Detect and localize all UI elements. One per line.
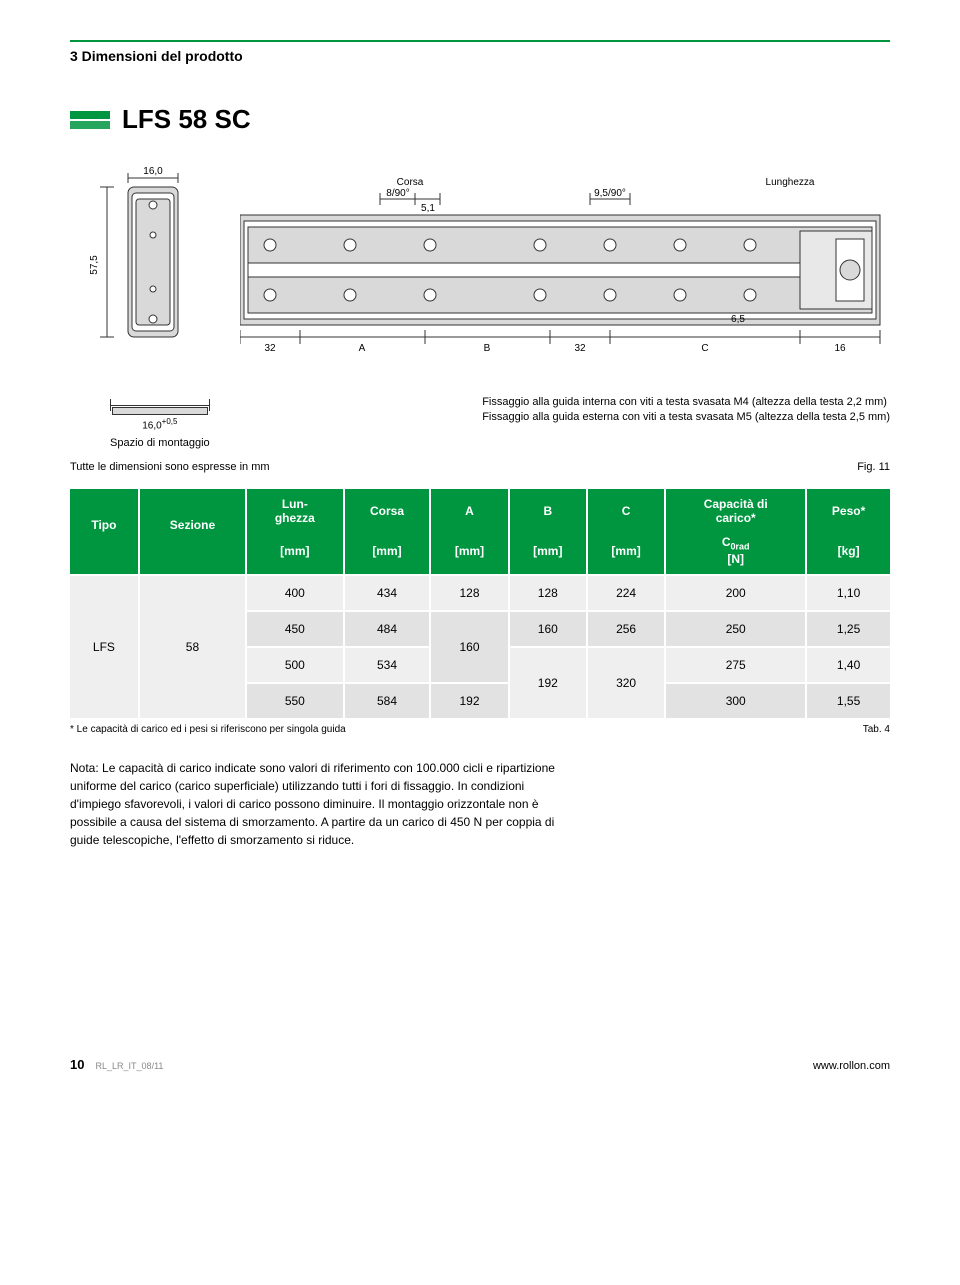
table-footnote: * Le capacità di carico ed i pesi si rif… <box>70 724 346 735</box>
footer-url: www.rollon.com <box>813 1060 890 1072</box>
th-b: B <box>509 489 587 533</box>
cell-cap: 275 <box>665 647 806 683</box>
cell-cap: 300 <box>665 683 806 718</box>
product-title: LFS 58 SC <box>122 104 251 135</box>
table-row: LFS 58 400 434 128 128 224 200 1,10 <box>70 575 890 611</box>
page-footer: 10 RL_LR_IT_08/11 www.rollon.com <box>70 1049 890 1072</box>
dimensions-note-row: Tutte le dimensioni sono espresse in mm … <box>70 461 890 473</box>
side-view-drawing: Corsa Lunghezza 8/90° 5,1 9,5/90° <box>240 165 890 365</box>
svg-text:32: 32 <box>574 343 586 354</box>
cell-sezione: 58 <box>139 575 246 718</box>
figure-number: Fig. 11 <box>857 461 890 473</box>
svg-text:16,0: 16,0 <box>143 166 163 177</box>
th-corsa: Corsa <box>344 489 431 533</box>
unit-b: [mm] <box>509 533 587 574</box>
cell-peso: 1,10 <box>806 575 890 611</box>
svg-text:A: A <box>359 343 366 354</box>
unit-c: [mm] <box>587 533 665 574</box>
cell-peso: 1,55 <box>806 683 890 718</box>
cell-cap: 200 <box>665 575 806 611</box>
cell-corsa: 484 <box>344 611 431 647</box>
note-paragraph: Nota: Le capacità di carico indicate son… <box>70 759 570 849</box>
section-header: 3 Dimensioni del prodotto <box>70 48 890 64</box>
svg-text:5,1: 5,1 <box>421 203 435 214</box>
svg-text:16: 16 <box>834 343 846 354</box>
cell-peso: 1,25 <box>806 611 890 647</box>
fixation-line-1: Fissaggio alla guida interna con viti a … <box>482 395 890 410</box>
th-sezione: Sezione <box>139 489 246 574</box>
th-a: A <box>430 489 508 533</box>
title-accent-bars <box>70 110 110 130</box>
document-id: RL_LR_IT_08/11 <box>96 1061 164 1071</box>
cell-tipo: LFS <box>70 575 139 718</box>
fixation-line-2: Fissaggio alla guida esterna con viti a … <box>482 410 890 425</box>
cell-cap: 250 <box>665 611 806 647</box>
product-title-row: LFS 58 SC <box>70 104 890 135</box>
table-number: Tab. 4 <box>863 724 890 735</box>
technical-drawing: 16,0 57,5 Corsa Lunghezza <box>70 165 890 375</box>
cell-lun: 400 <box>246 575 344 611</box>
unit-a: [mm] <box>430 533 508 574</box>
svg-text:Corsa: Corsa <box>397 177 424 188</box>
cell-lun: 450 <box>246 611 344 647</box>
cell-lun: 500 <box>246 647 344 683</box>
cross-section-drawing: 16,0 57,5 <box>70 165 220 365</box>
cell-c: 256 <box>587 611 665 647</box>
th-capacita: Capacità di carico* <box>665 489 806 533</box>
cell-c: 320 <box>587 647 665 718</box>
table-footnote-row: * Le capacità di carico ed i pesi si rif… <box>70 724 890 735</box>
mounting-space-label: Spazio di montaggio <box>110 437 210 449</box>
svg-text:8/90°: 8/90° <box>386 188 409 199</box>
fixation-notes: Fissaggio alla guida interna con viti a … <box>482 395 890 426</box>
cell-a: 128 <box>430 575 508 611</box>
svg-text:Lunghezza: Lunghezza <box>766 177 815 188</box>
th-lunghezza: Lun- ghezza <box>246 489 344 533</box>
top-rule <box>70 40 890 42</box>
dimensions-note: Tutte le dimensioni sono espresse in mm <box>70 461 270 473</box>
cell-b: 128 <box>509 575 587 611</box>
cell-lun: 550 <box>246 683 344 718</box>
cell-peso: 1,40 <box>806 647 890 683</box>
svg-text:6,5: 6,5 <box>731 314 745 325</box>
cell-corsa: 584 <box>344 683 431 718</box>
cell-corsa: 434 <box>344 575 431 611</box>
page-number: 10 <box>70 1057 84 1072</box>
mounting-space-box: 16,0+0,5 Spazio di montaggio <box>110 395 210 449</box>
mounting-width-value: 16,0+0,5 <box>110 417 210 431</box>
cell-b: 160 <box>509 611 587 647</box>
svg-text:57,5: 57,5 <box>89 255 100 275</box>
unit-peso: [kg] <box>806 533 890 574</box>
unit-corsa: [mm] <box>344 533 431 574</box>
th-tipo: Tipo <box>70 489 139 574</box>
svg-text:9,5/90°: 9,5/90° <box>594 188 626 199</box>
svg-text:32: 32 <box>264 343 276 354</box>
cell-a: 192 <box>430 683 508 718</box>
cell-corsa: 534 <box>344 647 431 683</box>
dimensions-table: Tipo Sezione Lun- ghezza Corsa A B C Cap… <box>70 489 890 717</box>
th-peso: Peso* <box>806 489 890 533</box>
cell-a: 160 <box>430 611 508 683</box>
cell-b: 192 <box>509 647 587 718</box>
cell-c: 224 <box>587 575 665 611</box>
svg-text:B: B <box>484 343 491 354</box>
unit-lun: [mm] <box>246 533 344 574</box>
mounting-row: 16,0+0,5 Spazio di montaggio Fissaggio a… <box>70 395 890 449</box>
unit-cap: C0rad[N] <box>665 533 806 574</box>
th-c: C <box>587 489 665 533</box>
svg-text:C: C <box>701 343 708 354</box>
